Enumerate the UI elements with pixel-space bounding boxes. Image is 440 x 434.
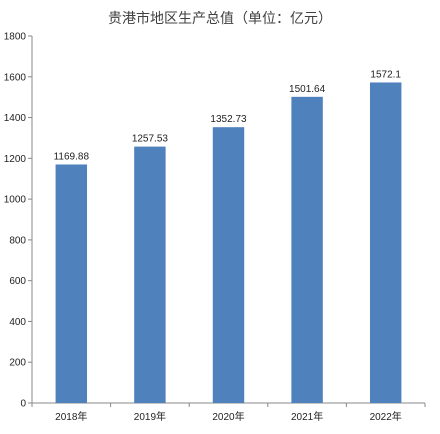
data-label: 1257.53 [132, 134, 169, 145]
chart-title: 贵港市地区生产总值（单位：亿元） [108, 11, 332, 27]
x-tick-label: 2021年 [291, 410, 323, 423]
bar [134, 146, 166, 403]
data-label: 1169.88 [54, 151, 90, 162]
y-tick-label: 400 [9, 317, 26, 328]
y-tick-label: 200 [9, 358, 26, 369]
y-tick-label: 1800 [4, 32, 27, 43]
y-tick-label: 1000 [4, 195, 27, 206]
y-tick-label: 0 [20, 399, 26, 410]
x-tick-label: 2020年 [212, 410, 244, 423]
y-tick-label: 800 [9, 235, 26, 246]
data-label: 1572.1 [370, 69, 401, 80]
y-tick-label: 1400 [4, 113, 27, 124]
y-tick-label: 600 [9, 276, 26, 287]
bar [212, 127, 245, 403]
x-tick-label: 2022年 [370, 410, 402, 423]
bar [369, 82, 402, 403]
x-tick-label: 2018年 [55, 410, 87, 423]
x-tick-label: 2019年 [134, 410, 166, 423]
data-label: 1501.64 [289, 84, 326, 95]
bar [291, 96, 323, 404]
y-tick-label: 1600 [4, 72, 27, 83]
data-label: 1352.73 [210, 114, 247, 125]
y-tick-label: 1200 [4, 154, 27, 165]
bar [55, 164, 88, 403]
